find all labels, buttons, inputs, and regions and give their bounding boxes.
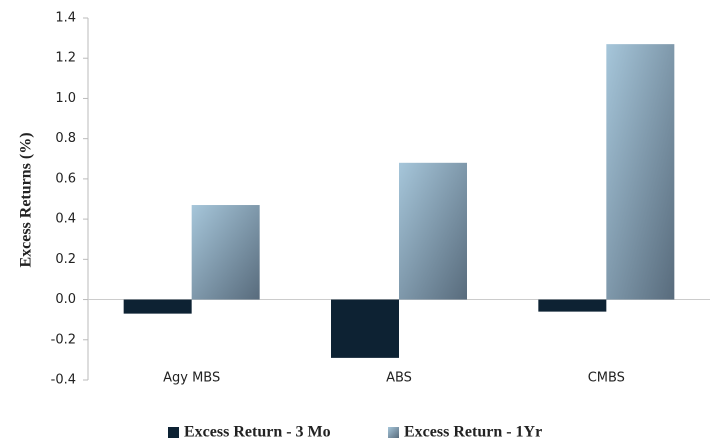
y-tick-label: 1.2 — [55, 51, 76, 66]
y-tick-label: 0.0 — [55, 292, 76, 307]
bar — [123, 299, 192, 314]
x-tick-label: Agy MBS — [163, 371, 220, 386]
bar — [331, 299, 399, 358]
y-tick-label: 1.4 — [55, 11, 76, 26]
y-tick-label: 1.0 — [55, 91, 76, 106]
x-tick-label: ABS — [386, 371, 412, 386]
bar — [606, 44, 675, 300]
y-tick-label: -0.2 — [51, 332, 76, 347]
y-tick-label: 0.2 — [55, 252, 76, 267]
x-tick-label: CMBS — [588, 371, 625, 386]
bar — [399, 162, 467, 300]
legend-swatch — [388, 427, 399, 438]
y-tick-label: 0.8 — [55, 131, 76, 146]
bar — [191, 205, 260, 300]
y-tick-label: -0.4 — [51, 373, 76, 388]
legend-label: Excess Return - 3 Mo — [184, 424, 331, 441]
y-tick-label: 0.6 — [55, 171, 76, 186]
legend-swatch — [168, 427, 179, 438]
y-axis-title: Excess Returns (%) — [18, 132, 35, 267]
bar — [538, 299, 607, 312]
legend-label: Excess Return - 1Yr — [404, 424, 542, 441]
y-tick-label: 0.4 — [55, 212, 76, 227]
